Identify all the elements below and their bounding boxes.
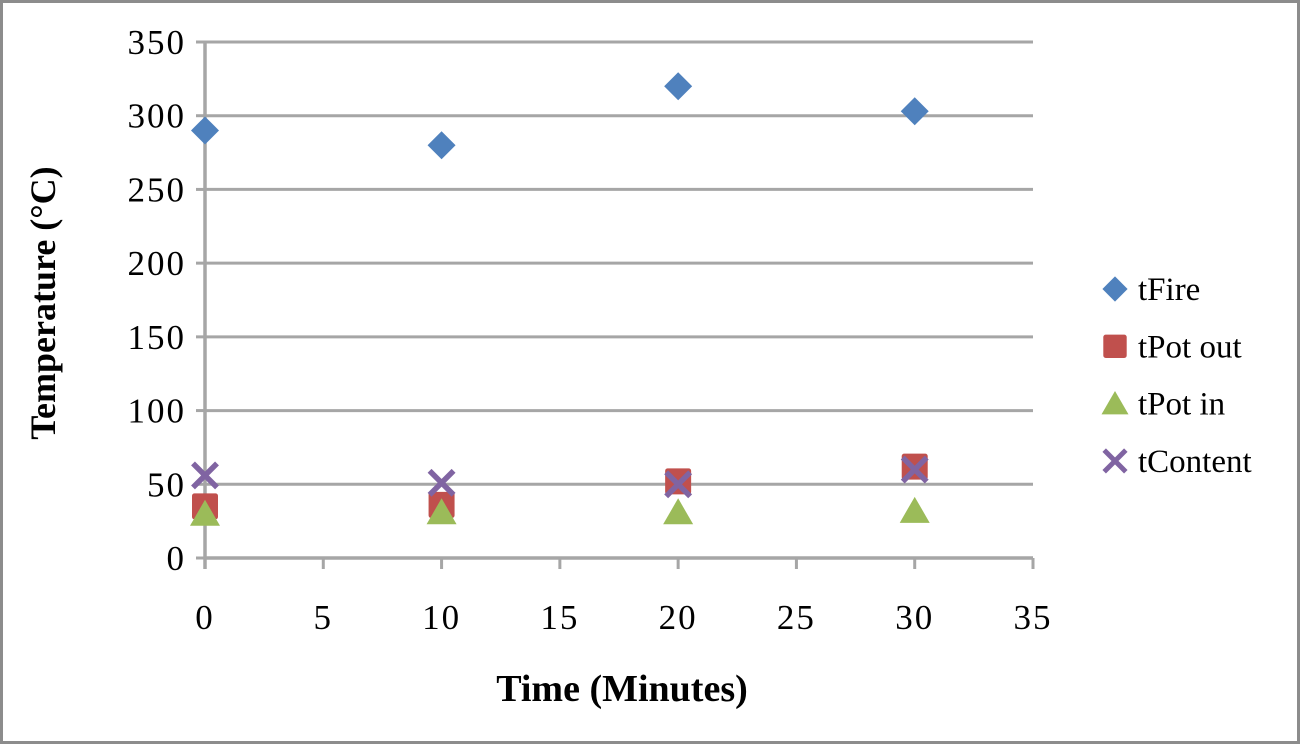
y-tick-label: 300 <box>128 97 187 136</box>
x-tick-label: 15 <box>540 598 579 637</box>
y-tick-label: 350 <box>128 23 187 62</box>
diamond-marker <box>900 97 929 126</box>
y-tick-labels: 0 50 100 150 200 250 300 350 <box>128 23 187 578</box>
y-tick-label: 50 <box>147 465 186 504</box>
triangle-marker <box>1101 391 1129 415</box>
y-axis-title: Temperature (°C) <box>23 166 63 439</box>
triangle-marker <box>426 498 457 525</box>
x-tick-label: 25 <box>777 598 816 637</box>
x-marker <box>664 470 693 499</box>
diamond-marker <box>427 131 456 160</box>
y-tick-label: 200 <box>128 244 187 283</box>
series-tcontent <box>191 455 929 499</box>
scatter-chart: 0 50 100 150 200 250 300 350 0 5 10 15 20 25 30 35 Tem… <box>23 23 1252 710</box>
x-tick-label: 10 <box>422 598 461 637</box>
y-tick-label: 250 <box>128 170 187 209</box>
x-marker <box>427 468 456 497</box>
series-tpot-in <box>190 496 930 526</box>
diamond-marker <box>664 72 693 101</box>
series-tpot-out <box>192 453 928 520</box>
x-tick-label: 30 <box>895 598 934 637</box>
legend-item: tPot out <box>1103 329 1242 365</box>
legend-item: tFire <box>1102 272 1200 308</box>
diamond-marker <box>191 116 219 145</box>
axes <box>196 40 1035 569</box>
legend-label: tPot out <box>1138 329 1242 365</box>
legend: tFire tPot out tPot in tContent <box>1101 272 1252 480</box>
x-tick-labels: 0 5 10 15 20 25 30 35 <box>195 598 1053 637</box>
x-tick-label: 20 <box>659 598 698 637</box>
gridlines <box>205 40 1033 486</box>
legend-label: tFire <box>1138 272 1200 308</box>
x-marker <box>1102 448 1128 474</box>
x-tick-label: 5 <box>314 598 334 637</box>
legend-item: tPot in <box>1101 387 1225 423</box>
square-marker <box>1103 334 1127 358</box>
legend-label: tContent <box>1138 444 1252 480</box>
triangle-marker <box>190 499 220 526</box>
x-tick-label: 35 <box>1014 598 1053 637</box>
y-tick-label: 100 <box>128 392 187 431</box>
triangle-marker <box>899 496 930 523</box>
x-tick-label: 0 <box>195 598 215 637</box>
diamond-marker <box>1102 276 1128 302</box>
series-tfire <box>191 72 929 160</box>
x-marker <box>191 461 219 490</box>
y-tick-label: 150 <box>128 318 187 357</box>
y-tick-label: 0 <box>167 539 187 578</box>
x-axis-title: Time (Minutes) <box>496 668 748 710</box>
triangle-marker <box>663 498 694 525</box>
legend-item: tContent <box>1102 444 1252 480</box>
legend-label: tPot in <box>1138 387 1225 423</box>
plot-markers <box>190 72 930 526</box>
x-marker <box>900 455 929 484</box>
